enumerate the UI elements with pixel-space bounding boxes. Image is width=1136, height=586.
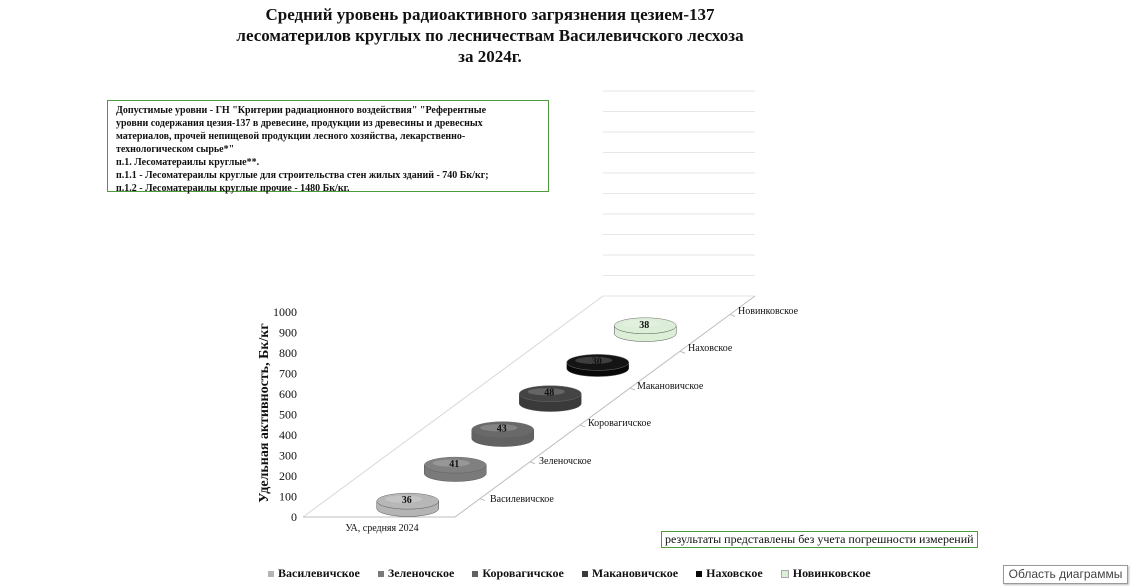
y-tick-label: 900 — [279, 326, 297, 340]
bar-cylinder-top — [376, 492, 439, 510]
depth-tick — [479, 498, 486, 502]
data-label: 36 — [402, 495, 412, 506]
depth-axis-label: Новинковское — [738, 306, 799, 317]
depth-axis-label: Коровагичское — [588, 418, 652, 429]
bar-Василевичское: 36 — [376, 492, 439, 517]
depth-tick — [629, 387, 636, 391]
legend-item[interactable]: Новинковское — [780, 566, 871, 581]
bar-cylinder-top — [471, 421, 534, 438]
y-tick-label: 800 — [279, 346, 297, 360]
legend-label: Зеленочское — [387, 566, 455, 580]
norms-line: п.1. Лесоматераилы круглые**. — [116, 157, 260, 168]
legend-item[interactable]: Макановичское — [581, 566, 679, 581]
floor-left-edge — [302, 295, 604, 518]
title-line-3: за 2024г. — [458, 47, 522, 66]
legend-swatch — [377, 570, 384, 577]
y-tick-label: 400 — [279, 428, 297, 442]
y-tick-label: 0 — [291, 510, 297, 524]
legend-label: Новинковское — [792, 566, 871, 580]
y-tick-label: 600 — [279, 387, 297, 401]
y-tick-label: 500 — [279, 408, 297, 422]
norms-line: уровни содержания цезия-137 в древесине,… — [116, 118, 483, 129]
gridlines — [603, 90, 755, 297]
legend-swatch — [696, 570, 703, 577]
depth-tick — [679, 350, 686, 354]
legend-item[interactable]: Наховское — [696, 566, 763, 581]
title-line-2: лесоматерилов круглых по лесничествам Ва… — [236, 26, 744, 45]
bar-Наховское: 30 — [566, 354, 629, 377]
data-label: 48 — [544, 388, 554, 399]
legend-swatch — [268, 570, 274, 577]
bar-cylinder-top — [424, 456, 487, 474]
depth-axis-label: Макановичское — [637, 381, 704, 392]
depth-tick — [579, 424, 586, 428]
norms-line: п.1.2 - Лесоматераилы круглые прочие - 1… — [116, 183, 350, 194]
bar-Зеленочское: 41 — [424, 456, 487, 482]
norms-line: материалов, прочей непищевой продукции л… — [116, 131, 466, 142]
measurement-note: результаты представлены без учета погреш… — [661, 531, 978, 548]
data-label: 30 — [592, 356, 602, 367]
legend-label: Василевичское — [278, 566, 360, 580]
norms-textbox: Допустимые уровни - ГН "Критерии радиаци… — [107, 100, 549, 194]
chart-legend[interactable]: Василевичское Зеленочское Коровагичское Мак… — [268, 566, 871, 581]
data-label: 43 — [497, 424, 507, 435]
legend-label: Наховское — [706, 566, 763, 580]
bar-highlight — [480, 424, 518, 432]
legend-swatch — [780, 569, 789, 578]
chart-area-tooltip: Область диаграммы — [1003, 565, 1128, 584]
title-line-1: Средний уровень радиоактивного загрязнен… — [265, 5, 715, 24]
legend-swatch — [581, 570, 588, 577]
chart-title: Средний уровень радиоактивного загрязнен… — [140, 4, 840, 67]
y-tick-label: 100 — [279, 490, 297, 504]
norms-line: п.1.1 - Лесоматераилы круглые для строит… — [116, 170, 489, 181]
legend-label: Коровагичское — [482, 566, 564, 580]
depth-axis-label: Василевичское — [490, 494, 554, 505]
category-label: УА, средняя 2024 — [345, 523, 418, 534]
legend-item[interactable]: Коровагичское — [472, 566, 564, 581]
bar-Макановичское: 48 — [519, 385, 582, 412]
bar-cylinder-top — [614, 317, 677, 335]
y-axis-title: Удельная активность, Бк/кг — [257, 323, 272, 502]
legend-swatch — [472, 570, 479, 577]
depth-tick — [529, 461, 536, 465]
bar-Новинковское: 38 — [614, 317, 677, 342]
y-tick-label: 1000 — [273, 305, 297, 319]
bar-highlight — [527, 388, 565, 396]
bar-Коровагичское: 43 — [471, 421, 534, 447]
depth-tick — [729, 313, 736, 317]
bar-highlight — [622, 320, 660, 328]
bar-cylinder-top — [519, 385, 582, 402]
norms-line: технологическом сырье*" — [116, 144, 235, 155]
depth-axis-label: Наховское — [688, 343, 733, 354]
bar-highlight — [432, 459, 470, 467]
norms-line: Допустимые уровни - ГН "Критерии радиаци… — [116, 105, 487, 116]
y-tick-label: 700 — [279, 367, 297, 381]
data-label: 38 — [639, 320, 649, 331]
depth-axis-line — [454, 295, 756, 518]
legend-label: Макановичское — [591, 566, 679, 580]
value-axis: 0 100 200 300 400 500 600 700 800 900 1000 — [273, 305, 297, 524]
depth-axis-label: Зеленочское — [539, 456, 592, 467]
bar-highlight — [385, 495, 423, 503]
bar-cylinder-top — [566, 354, 629, 371]
legend-item[interactable]: Василевичское — [268, 566, 360, 581]
legend-item[interactable]: Зеленочское — [377, 566, 455, 581]
y-tick-label: 300 — [279, 449, 297, 463]
bar-highlight — [575, 356, 613, 364]
data-label: 41 — [449, 459, 459, 470]
y-tick-label: 200 — [279, 469, 297, 483]
